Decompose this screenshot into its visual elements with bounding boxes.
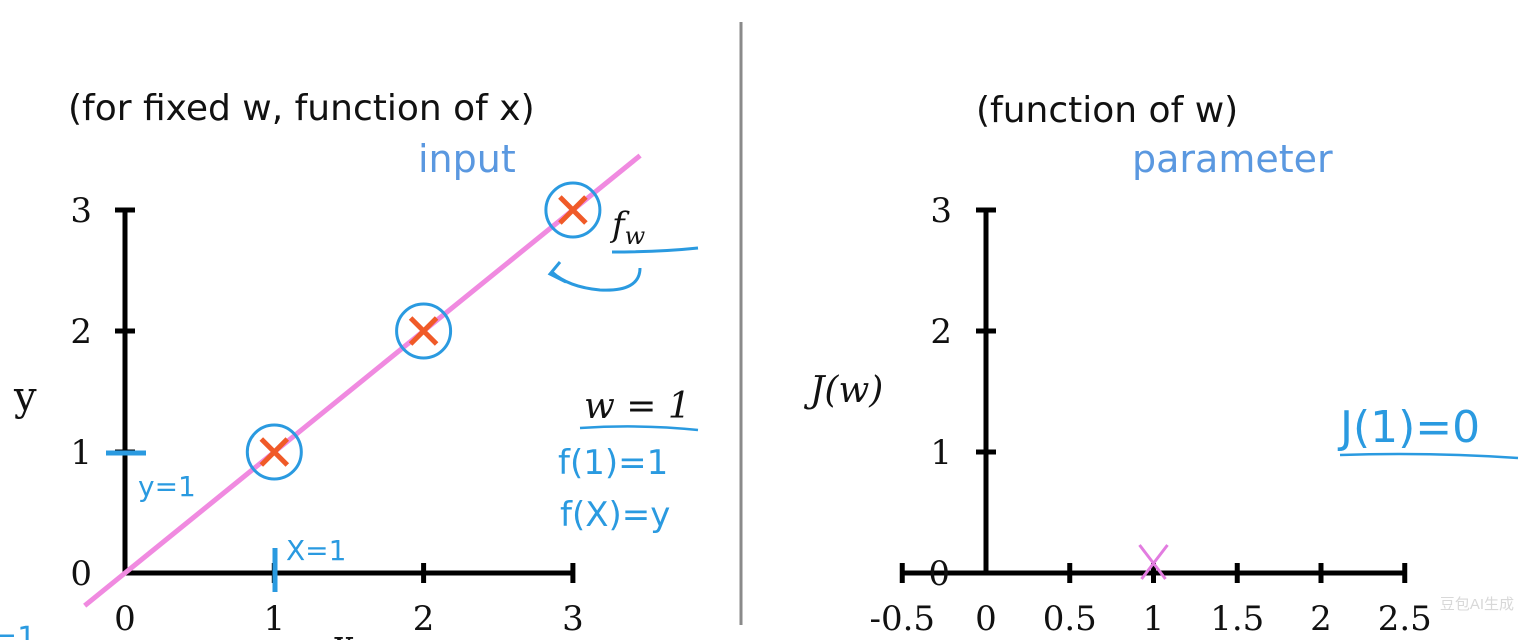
parameter-label: parameter [1132, 137, 1333, 181]
left-data-points [245, 181, 602, 481]
j-axis-label: J(w) [803, 370, 883, 411]
edge-fragment: =1 [0, 621, 36, 640]
right-y-tick-label: 3 [930, 191, 952, 231]
watermark: 豆包AI生成 [1439, 596, 1514, 613]
right-x-tick-label: 2 [1310, 599, 1332, 639]
left-x-tick-label: 3 [562, 599, 584, 639]
left-y-tick-label: 1 [70, 433, 92, 473]
data-point-marker [259, 437, 290, 467]
input-label: input [418, 137, 516, 181]
right-x-tick-label: 1.5 [1210, 599, 1264, 639]
data-point-circle [395, 302, 453, 360]
right-y-tick-label: 2 [930, 312, 952, 352]
right-panel: (function of w) parameter -0.5 0 0.5 1 1.5 2 2… [803, 90, 1519, 639]
right-x-tick-label: 2.5 [1378, 599, 1432, 639]
left-x-tick-label: 0 [114, 599, 136, 639]
right-axes: -0.5 0 0.5 1 1.5 2 2.5 0 1 2 3 [869, 191, 1431, 639]
note-j1: J(1)=0 [1337, 402, 1480, 453]
left-x-tick-label: 1 [263, 599, 285, 639]
right-x-tick-label: 0 [975, 599, 997, 639]
right-data-points [1138, 544, 1169, 580]
left-axes: 0 1 2 3 0 1 2 3 [70, 191, 583, 639]
j1-underline [1339, 452, 1519, 460]
data-point-marker [558, 195, 588, 225]
note-f1: f(1)=1 [558, 443, 668, 483]
x-axis-label: x [334, 624, 354, 640]
right-x-tick-label: 0.5 [1043, 599, 1097, 639]
cost-point-marker [1138, 544, 1169, 580]
right-x-tick-label: -0.5 [869, 599, 935, 639]
right-y-tick-label: 0 [928, 554, 950, 594]
arrow-head [547, 261, 567, 284]
left-panel: (for fixed w, function of x) input 0 1 2 30… [0, 88, 699, 640]
note-fx: f(X)=y [560, 495, 670, 535]
right-y-tick-label: 1 [930, 433, 952, 473]
data-point-marker [408, 316, 439, 346]
arrow-annotation [611, 246, 699, 254]
data-point-circle [544, 181, 602, 239]
curved-arrow [550, 267, 642, 292]
x-eq-label: X=1 [286, 534, 346, 567]
left-y-tick-label: 0 [70, 554, 92, 594]
w-label: w = 1 [584, 386, 691, 427]
y-eq-label: y=1 [138, 470, 196, 503]
left-x-tick-label: 2 [413, 599, 435, 639]
y-axis-label: y [13, 374, 37, 420]
left-subtitle: (for fixed w, function of x) [68, 88, 535, 129]
w-underline [579, 425, 699, 432]
model-label: fw [609, 205, 646, 250]
right-subtitle: (function of w) [976, 90, 1238, 131]
left-y-tick-label: 2 [70, 312, 92, 352]
right-x-tick-label: 1 [1143, 599, 1165, 639]
data-point-circle [245, 423, 303, 481]
left-y-tick-label: 3 [70, 191, 92, 231]
fit-line [83, 153, 642, 608]
